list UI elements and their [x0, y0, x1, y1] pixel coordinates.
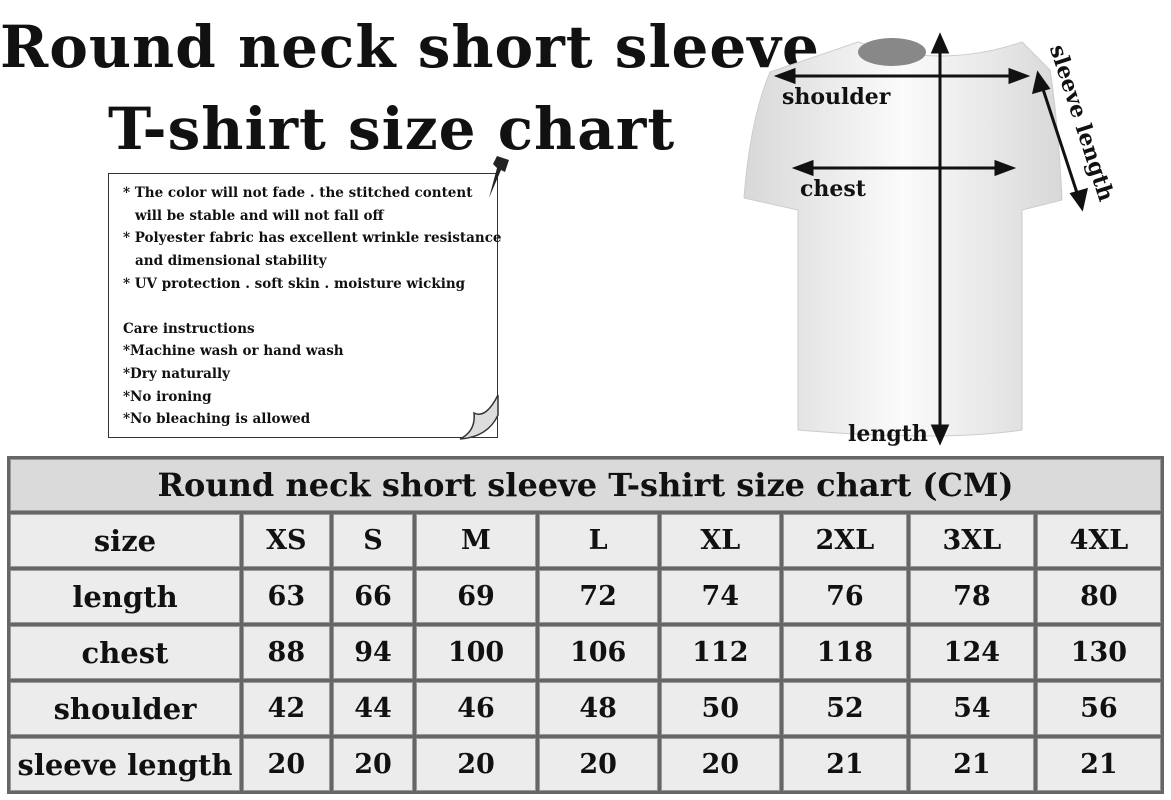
table-row: shoulder 42 44 46 48 50 52 54 56	[10, 682, 1161, 735]
table-cell: 20	[243, 738, 330, 791]
care-line: *Dry naturally	[123, 365, 230, 382]
feature-line: will be stable and will not fall off	[135, 207, 384, 224]
table-cell: 52	[782, 682, 907, 735]
table-cell: 100	[416, 626, 536, 679]
row-header: size	[10, 514, 240, 567]
table-row: sleeve length 20 20 20 20 20 21 21 21	[10, 738, 1161, 791]
table-cell: 106	[538, 626, 658, 679]
page-curl-icon	[459, 395, 499, 440]
table-cell: 21	[909, 738, 1034, 791]
table-cell: 3XL	[909, 514, 1034, 567]
table-cell: 4XL	[1036, 514, 1161, 567]
table-cell: 66	[332, 570, 414, 623]
care-line: *Machine wash or hand wash	[123, 343, 344, 360]
feature-line: and dimensional stability	[135, 253, 327, 270]
table-cell: 76	[782, 570, 907, 623]
table-cell: 44	[332, 682, 414, 735]
table-cell: 48	[538, 682, 658, 735]
size-chart-table: Round neck short sleeve T-shirt size cha…	[7, 456, 1164, 794]
chest-label: chest	[800, 176, 866, 202]
table-title: Round neck short sleeve T-shirt size cha…	[10, 459, 1161, 511]
table-cell: 69	[416, 570, 536, 623]
table-cell: 20	[416, 738, 536, 791]
pin-icon	[489, 156, 509, 198]
tshirt-diagram	[743, 32, 1089, 446]
table-cell: 20	[660, 738, 780, 791]
table-cell: 130	[1036, 626, 1161, 679]
table-cell: 78	[909, 570, 1034, 623]
care-line: *No bleaching is allowed	[123, 411, 311, 428]
table-cell: S	[332, 514, 414, 567]
table-cell: 46	[416, 682, 536, 735]
feature-line: * UV protection . soft skin . moisture w…	[123, 275, 466, 292]
table-cell: 118	[782, 626, 907, 679]
table-cell: 50	[660, 682, 780, 735]
row-header: chest	[10, 626, 240, 679]
table-cell: 2XL	[782, 514, 907, 567]
table-row: chest 88 94 100 106 112 118 124 130	[10, 626, 1161, 679]
care-title: Care instructions	[123, 320, 255, 337]
table-cell: 42	[243, 682, 330, 735]
row-header: shoulder	[10, 682, 240, 735]
table-cell: 54	[909, 682, 1034, 735]
table-cell: 74	[660, 570, 780, 623]
table-cell: XL	[660, 514, 780, 567]
table-cell: 21	[782, 738, 907, 791]
page-title-line2: T-shirt size chart	[108, 95, 676, 163]
table-cell: 21	[1036, 738, 1161, 791]
row-header: sleeve length	[10, 738, 240, 791]
page-title-line1: Round neck short sleeve	[0, 13, 820, 81]
feature-line: * The color will not fade . the stitched…	[123, 185, 473, 201]
table-cell: M	[416, 514, 536, 567]
length-label: length	[848, 421, 928, 447]
table-cell: 124	[909, 626, 1034, 679]
table-row: length 63 66 69 72 74 76 78 80	[10, 570, 1161, 623]
table-cell: 72	[538, 570, 658, 623]
table-cell: 20	[332, 738, 414, 791]
table-cell: 63	[243, 570, 330, 623]
row-header: length	[10, 570, 240, 623]
table-cell: 112	[660, 626, 780, 679]
table-cell: 88	[243, 626, 330, 679]
product-notes-card: * The color will not fade . the stitched…	[108, 173, 502, 438]
table-cell: 94	[332, 626, 414, 679]
table-cell: L	[538, 514, 658, 567]
tshirt-shape	[743, 41, 1063, 437]
table-cell: 56	[1036, 682, 1161, 735]
table-cell: 20	[538, 738, 658, 791]
care-line: *No ironing	[123, 388, 212, 405]
table-cell: 80	[1036, 570, 1161, 623]
shoulder-label: shoulder	[782, 84, 891, 110]
table-cell: XS	[243, 514, 330, 567]
feature-line: * Polyester fabric has excellent wrinkle…	[123, 230, 502, 247]
table-row: size XS S M L XL 2XL 3XL 4XL	[10, 514, 1161, 567]
